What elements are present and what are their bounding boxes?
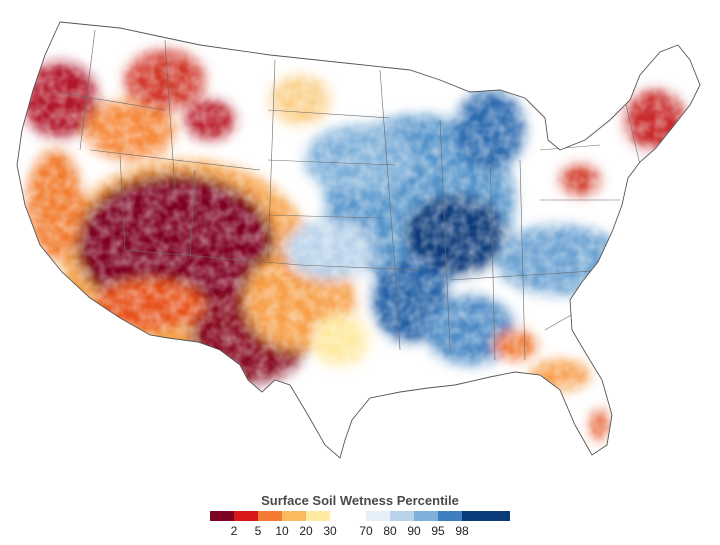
- legend-tick-90: 90: [407, 524, 421, 538]
- legend-tick-95: 95: [431, 524, 445, 538]
- legend-swatch-wet-4: [438, 511, 462, 521]
- legend-tick-80: 80: [383, 524, 397, 538]
- legend-tick-70: 70: [359, 524, 373, 538]
- legend-tick-5: 5: [254, 524, 262, 538]
- legend-swatch-dry-1: [210, 511, 234, 521]
- legend-swatch-dry-3: [258, 511, 282, 521]
- legend-swatch-wet-2: [390, 511, 414, 521]
- state-boundaries: [54, 29, 641, 361]
- soil-wetness-map: [16, 21, 701, 459]
- legend-tick-98: 98: [455, 524, 469, 538]
- legend-swatch-dry-4: [282, 511, 306, 521]
- legend-tick-10: 10: [275, 524, 289, 538]
- legend: Surface Soil Wetness Percentile 2 5 10 2…: [0, 490, 720, 540]
- legend-swatch-wet-5: [462, 511, 486, 521]
- legend-tick-20: 20: [299, 524, 313, 538]
- legend-swatch-wet-1: [366, 511, 390, 521]
- legend-swatch-dry-2: [234, 511, 258, 521]
- wetness-field: [17, 22, 700, 458]
- legend-tick-30: 30: [323, 524, 337, 538]
- legend-swatch-wet-6: [486, 511, 510, 521]
- legend-title: Surface Soil Wetness Percentile: [261, 493, 459, 508]
- legend-swatch-wet-3: [414, 511, 438, 521]
- legend-swatch-dry-5: [306, 511, 330, 521]
- legend-tick-2: 2: [230, 524, 238, 538]
